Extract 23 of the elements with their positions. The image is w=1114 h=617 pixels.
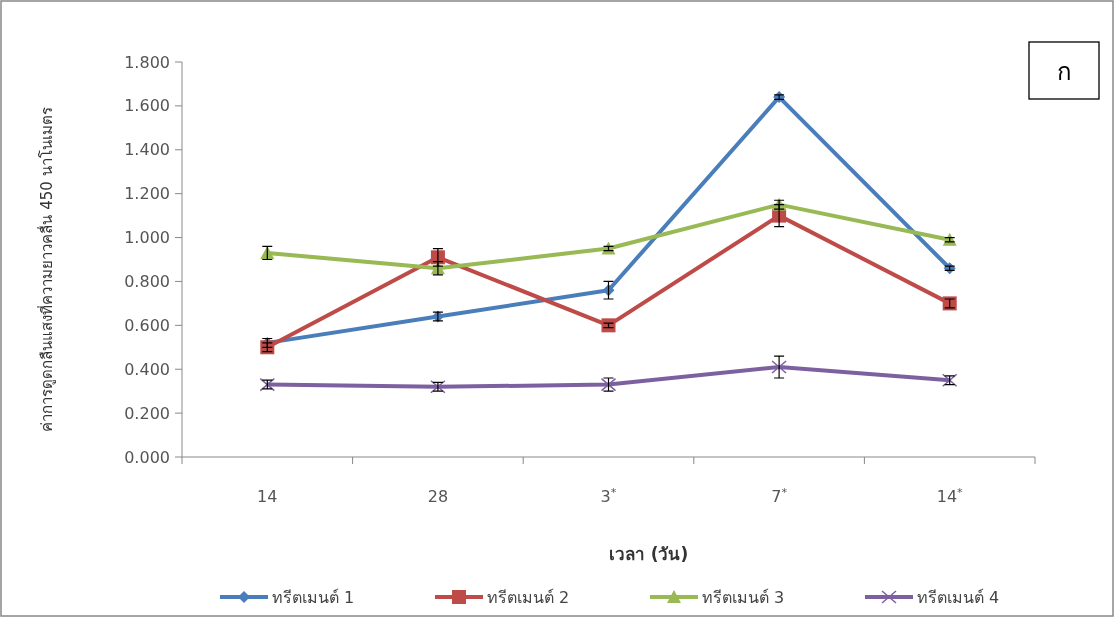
legend-label: ทรีตเมนต์ 3: [702, 587, 785, 607]
point: [771, 360, 787, 374]
legend-label: ทรีตเมนต์ 2: [487, 587, 570, 607]
y-tick-label: 0.200: [124, 403, 170, 423]
x-tick-label: 7$^{*}$: [771, 485, 788, 506]
legend-label: ทรีตเมนต์ 1: [272, 587, 355, 607]
y-tick-label: 0.800: [124, 272, 170, 292]
y-tick-label: 1.400: [124, 140, 170, 160]
y-tick-label: 1.800: [124, 52, 170, 72]
y-tick-label: 1.000: [124, 228, 170, 248]
x-tick-label: 28: [427, 487, 449, 506]
y-tick-label: 1.200: [124, 184, 170, 204]
y-axis-title: ค่าการดูดกลืนแสงที่ความยาวคลื่น 450 นาโนเมตร: [36, 107, 56, 432]
x-tick-label: 14: [257, 487, 278, 506]
y-tick-label: 0.600: [124, 315, 170, 335]
x-tick-label: 14$^{*}$: [936, 485, 964, 506]
x-axis-title: เวลา (วัน): [608, 544, 689, 564]
y-tick-label: 0.400: [124, 359, 170, 379]
y-tick-label: 1.600: [124, 96, 170, 116]
x-tick-label: 3$^{*}$: [600, 485, 617, 506]
y-tick-label: 0.000: [124, 447, 170, 467]
legend-label: ทรีตเมนต์ 4: [917, 587, 1000, 607]
text: ก: [1056, 58, 1072, 87]
